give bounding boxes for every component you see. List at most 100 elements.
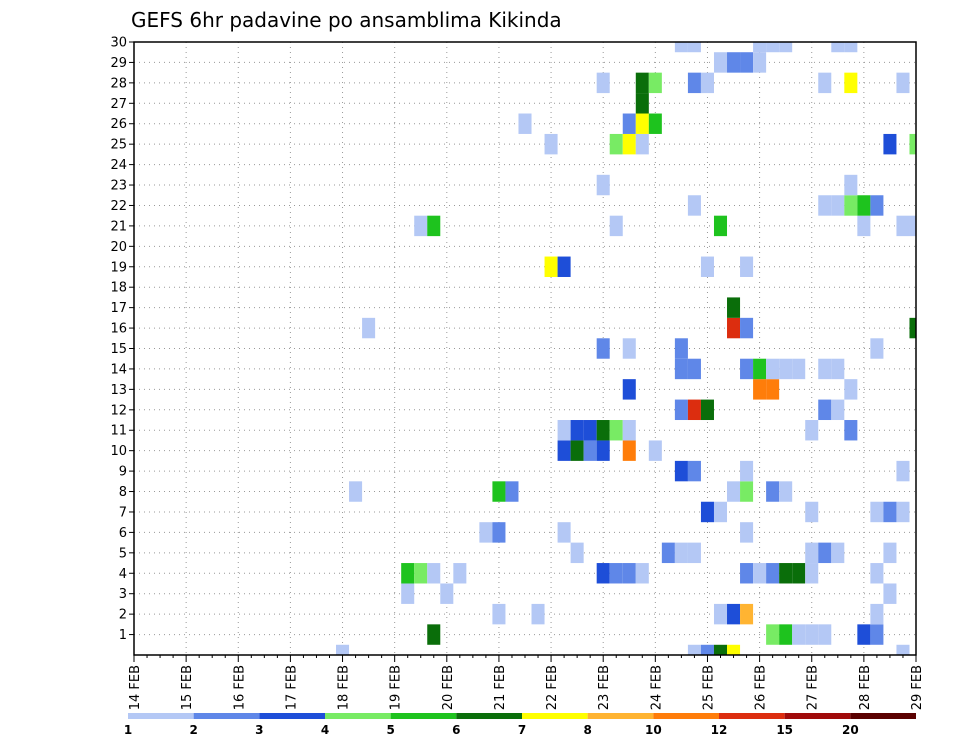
heatmap-cell — [805, 501, 819, 523]
heatmap-cell — [883, 542, 897, 564]
y-tick-label: 18 — [110, 281, 127, 296]
y-tick-label: 1 — [119, 628, 127, 643]
heatmap-cell — [557, 522, 571, 543]
heatmap-cell — [740, 481, 754, 502]
heatmap-cell — [740, 603, 754, 625]
heatmap-cell — [779, 481, 793, 502]
y-tick-label: 20 — [110, 240, 127, 255]
y-tick-label: 21 — [110, 219, 127, 234]
heatmap-cell — [674, 460, 688, 482]
heatmap-cell — [896, 460, 910, 482]
heatmap-cell — [401, 583, 415, 604]
heatmap-cell — [609, 563, 623, 584]
heatmap-cell — [896, 644, 910, 655]
heatmap-cell — [713, 215, 728, 237]
y-tick-label: 6 — [119, 526, 127, 541]
heatmap-cell — [740, 563, 754, 584]
heatmap-cell — [805, 542, 819, 564]
legend-label: 20 — [842, 723, 859, 737]
heatmap-cell — [844, 195, 858, 216]
heatmap-cell — [557, 420, 571, 441]
heatmap-cell — [687, 542, 701, 564]
y-tick-label: 23 — [110, 179, 127, 194]
heatmap-cell — [753, 52, 767, 73]
y-tick-label: 8 — [119, 485, 127, 500]
x-tick-label: 24 FEB — [649, 665, 664, 710]
legend-label: 3 — [255, 723, 263, 737]
x-tick-label: 29 FEB — [910, 665, 925, 710]
heatmap-cell — [674, 358, 688, 380]
heatmap-cell — [622, 440, 636, 461]
color-legend: 1 2 3 4 5 6 7 8 10 12 15 20 — [124, 713, 916, 737]
heatmap-cell — [414, 215, 428, 237]
legend-swatch — [456, 713, 522, 719]
chart-title: GEFS 6hr padavine po ansamblima Kikinda — [131, 8, 562, 32]
heatmap-cell — [648, 113, 662, 134]
heatmap-cell — [779, 624, 793, 645]
y-tick-label: 11 — [110, 424, 127, 439]
heatmap-cell — [766, 563, 780, 584]
heatmap-cell — [740, 317, 754, 339]
y-tick-label: 5 — [119, 546, 127, 561]
heatmap-cell — [727, 317, 741, 339]
heatmap-cell — [883, 583, 897, 604]
heatmap-cell — [427, 563, 441, 584]
x-tick-label: 17 FEB — [284, 665, 299, 710]
legend-label: 7 — [518, 723, 526, 737]
heatmap-cell — [492, 603, 506, 625]
heatmap-cell — [453, 563, 467, 584]
heatmap-cell — [818, 358, 832, 380]
heatmap-cell — [479, 522, 493, 543]
x-tick-label: 18 FEB — [337, 665, 352, 710]
heatmap-cell — [583, 420, 597, 441]
heatmap-cell — [870, 603, 884, 625]
heatmap-cell — [622, 563, 636, 584]
heatmap-cell — [792, 624, 806, 645]
heatmap-cell — [635, 563, 649, 584]
x-tick-label: 27 FEB — [806, 665, 821, 710]
legend-label: 2 — [189, 723, 197, 737]
y-tick-label: 26 — [110, 117, 127, 132]
heatmap-cell — [805, 563, 819, 584]
heatmap-cell — [349, 481, 363, 502]
heatmap-cell — [727, 52, 741, 73]
y-tick-label: 2 — [119, 608, 127, 623]
y-tick-label: 9 — [119, 465, 127, 480]
legend-label: 10 — [645, 723, 662, 737]
legend-swatch — [522, 713, 588, 719]
heatmap-cell — [674, 399, 688, 421]
heatmap-cell — [740, 460, 754, 482]
heatmap-cell — [779, 563, 793, 584]
heatmap-cell — [831, 42, 845, 53]
heatmap-cell — [648, 72, 662, 94]
heatmap-cell — [700, 644, 714, 655]
heatmap-cell — [505, 481, 519, 502]
heatmap-cell — [635, 72, 649, 94]
heatmap-cell — [857, 215, 871, 237]
x-tick-label: 16 FEB — [232, 665, 247, 710]
legend-label: 1 — [124, 723, 132, 737]
heatmap-cell — [557, 440, 571, 461]
legend-swatch — [784, 713, 851, 719]
heatmap-cell — [674, 542, 688, 564]
heatmap-cell — [844, 420, 858, 441]
heatmap-cell — [570, 420, 584, 441]
heatmap-cell — [740, 256, 754, 277]
heatmap-cell — [857, 195, 871, 216]
axes: 1234567891011121314151617181920212223242… — [110, 36, 925, 711]
heatmap-cell — [779, 42, 793, 53]
legend-swatch — [128, 713, 194, 719]
heatmap-cell — [635, 93, 649, 114]
legend-swatch — [390, 713, 457, 719]
y-tick-label: 29 — [110, 56, 127, 71]
x-tick-label: 22 FEB — [545, 665, 560, 710]
heatmap-cell — [713, 501, 728, 523]
heatmap-cell — [844, 174, 858, 196]
x-tick-label: 15 FEB — [180, 665, 195, 710]
heatmap-cell — [792, 563, 806, 584]
heatmap-cell — [596, 338, 610, 359]
y-tick-label: 4 — [119, 567, 127, 582]
heatmap-cell — [727, 297, 741, 318]
heatmap-cell — [818, 195, 832, 216]
heatmap-cell — [687, 72, 701, 94]
